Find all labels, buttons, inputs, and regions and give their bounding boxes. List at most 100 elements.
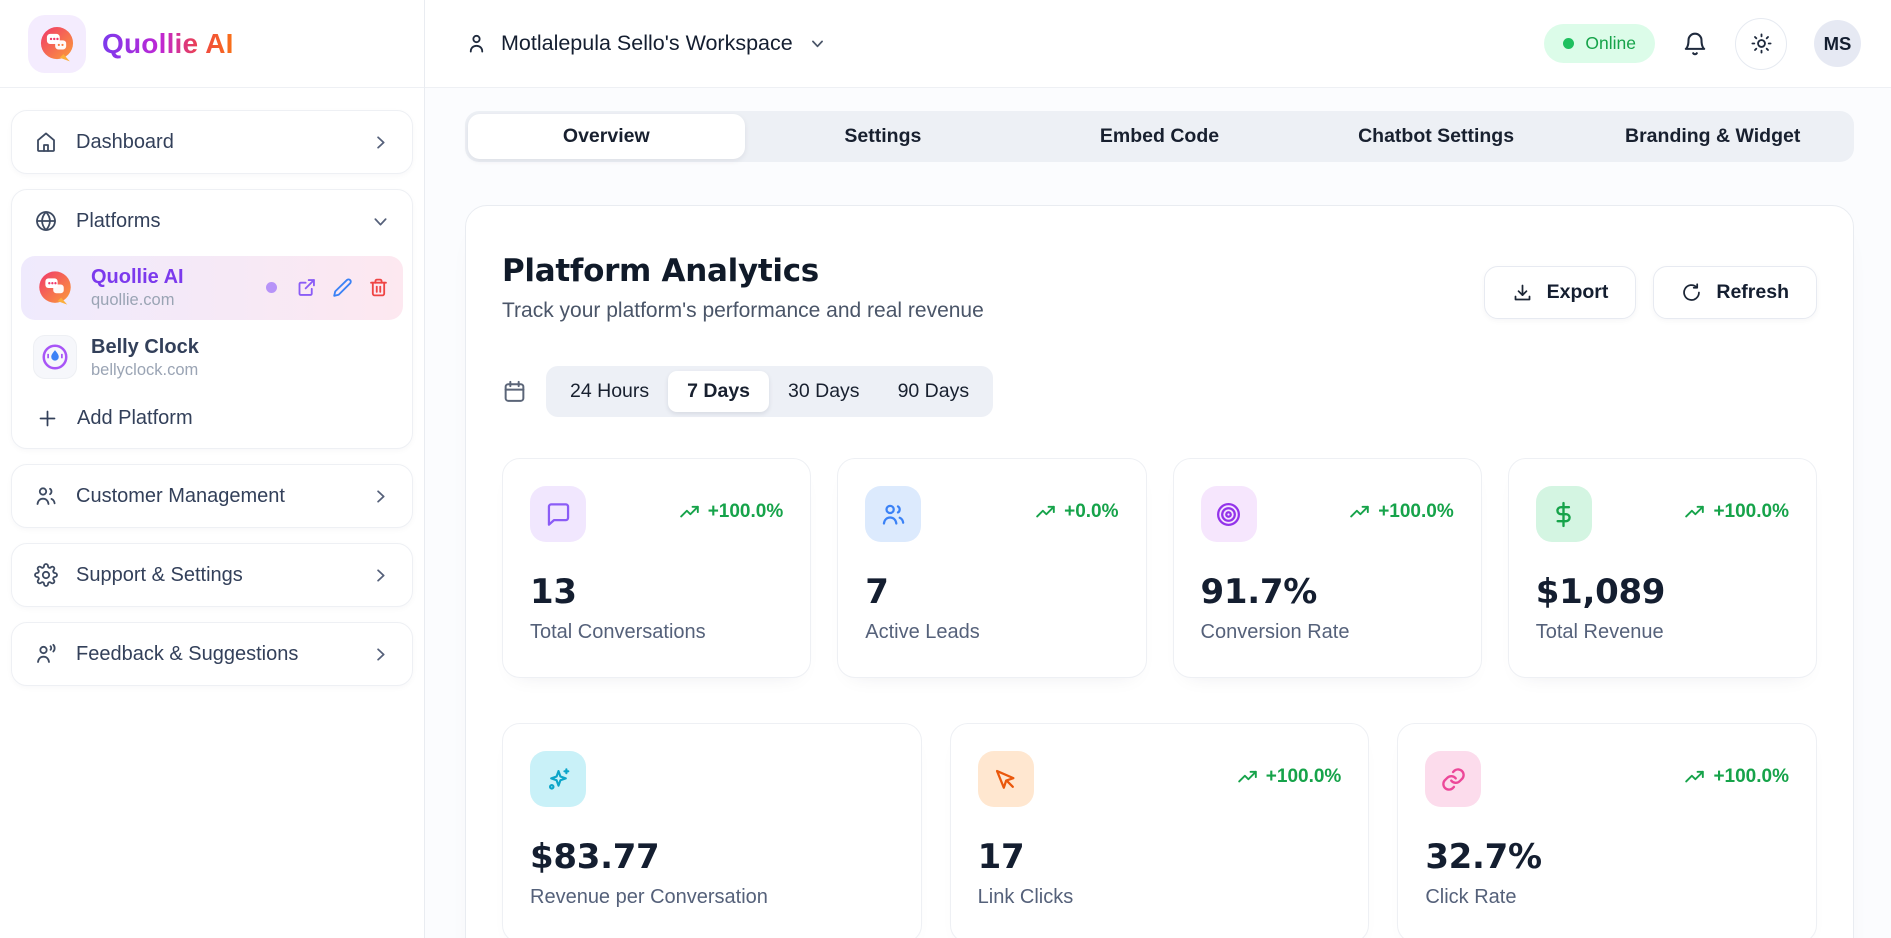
person-voice-icon xyxy=(37,644,56,664)
brand-name: Quollie AI xyxy=(102,27,234,59)
download-icon xyxy=(1514,284,1530,301)
main-column: Motlalepula Sello's Workspace Online MS xyxy=(425,0,1891,938)
stat-value: $1,089 xyxy=(1535,572,1666,612)
refresh-label: Refresh xyxy=(1716,281,1789,303)
active-dot xyxy=(266,282,277,294)
calendar-icon xyxy=(504,380,525,402)
home-icon xyxy=(37,132,55,152)
trend-badge: +100.0% xyxy=(1684,486,1789,523)
platform-logo-belly-clock xyxy=(33,335,77,380)
refresh-button[interactable]: Refresh xyxy=(1653,266,1817,319)
page-subtitle: Track your platform's performance and re… xyxy=(502,299,984,322)
tabbar: Overview Settings Embed Code Chatbot Set… xyxy=(465,111,1854,162)
avatar[interactable]: MS xyxy=(1814,20,1861,67)
platform-item-belly-clock[interactable]: Belly Clock bellyclock.com xyxy=(21,326,403,390)
trend-badge: +100.0% xyxy=(1237,751,1341,788)
content-area: Overview Settings Embed Code Chatbot Set… xyxy=(425,88,1891,938)
sidebar-nav: Dashboard Platforms xyxy=(0,88,424,687)
dollar-icon xyxy=(1535,486,1592,542)
workspace-name: Motlalepula Sello's Workspace xyxy=(501,31,793,55)
stat-card-total-conversations: +100.0% 13 Total Conversations xyxy=(502,458,812,678)
sidebar-item-label: Dashboard xyxy=(76,130,174,153)
trend-badge: +100.0% xyxy=(679,486,783,523)
add-platform-label: Add Platform xyxy=(77,407,193,430)
stat-card-active-leads: +0.0% 7 Active Leads xyxy=(837,458,1147,678)
workspace-selector[interactable]: Motlalepula Sello's Workspace xyxy=(465,31,826,56)
tab-branding-widget[interactable]: Branding & Widget xyxy=(1625,125,1801,147)
range-90-days[interactable]: 90 Days xyxy=(897,380,970,402)
sidebar-item-dashboard[interactable]: Dashboard xyxy=(11,110,413,174)
tab-chatbot-settings[interactable]: Chatbot Settings xyxy=(1358,125,1515,147)
sidebar-item-platforms[interactable]: Platforms xyxy=(12,190,412,252)
stat-card-revenue-per-conversation: $83.77 Revenue per Conversation xyxy=(502,723,922,938)
link-icon xyxy=(1425,751,1482,807)
plus-icon xyxy=(39,410,56,427)
range-24-hours[interactable]: 24 Hours xyxy=(570,380,650,402)
online-dot-icon xyxy=(1563,38,1575,49)
refresh-icon xyxy=(1683,283,1701,301)
trend-badge: +0.0% xyxy=(1035,486,1119,523)
status-label: Online xyxy=(1585,33,1636,53)
stat-card-link-clicks: +100.0% 17 Link Clicks xyxy=(949,723,1370,938)
add-platform-button[interactable]: Add Platform xyxy=(21,395,403,436)
platform-name: Belly Clock xyxy=(91,335,199,358)
sidebar-item-label: Feedback & Suggestions xyxy=(76,642,299,665)
sidebar-item-support-settings[interactable]: Support & Settings xyxy=(11,543,413,608)
person-icon xyxy=(469,34,484,53)
trend-up-icon xyxy=(1350,505,1369,517)
chevron-right-icon xyxy=(377,490,385,503)
target-icon xyxy=(1200,486,1257,542)
stat-value: 32.7% xyxy=(1425,837,1542,877)
chevron-down-icon xyxy=(374,217,387,226)
brand-logo-icon xyxy=(28,14,86,73)
topbar: Motlalepula Sello's Workspace Online MS xyxy=(425,0,1891,88)
stat-label: Total Revenue xyxy=(1535,621,1664,643)
stat-card-conversion-rate: +100.0% 91.7% Conversion Rate xyxy=(1172,458,1482,678)
trend-up-icon xyxy=(1238,770,1257,782)
sidebar-item-label: Support & Settings xyxy=(76,563,243,586)
chevron-right-icon xyxy=(377,135,385,149)
notifications-button[interactable] xyxy=(1682,31,1708,57)
stats-row-1: +100.0% 13 Total Conversations xyxy=(502,458,1817,678)
platform-list: Quollie AI quollie.com xyxy=(12,252,412,448)
stat-label: Link Clicks xyxy=(977,886,1074,908)
status-badge: Online xyxy=(1544,24,1655,63)
trend-badge: +100.0% xyxy=(1349,486,1454,523)
sidebar-item-customer-management[interactable]: Customer Management xyxy=(11,464,413,529)
leads-icon xyxy=(865,486,922,542)
tab-settings[interactable]: Settings xyxy=(844,125,922,147)
stat-label: Revenue per Conversation xyxy=(530,886,768,908)
stat-value: 13 xyxy=(530,572,577,612)
sidebar: Quollie AI Dashboard Platforms xyxy=(0,0,425,938)
analytics-panel: Platform Analytics Track your platform's… xyxy=(465,205,1854,938)
platform-item-quollie-ai[interactable]: Quollie AI quollie.com xyxy=(21,256,403,320)
trend-up-icon xyxy=(1685,770,1705,782)
sidebar-item-feedback-suggestions[interactable]: Feedback & Suggestions xyxy=(11,622,413,687)
sidebar-group-platforms: Platforms xyxy=(11,189,413,450)
time-range-group: 24 Hours 7 Days 30 Days 90 Days xyxy=(546,366,994,417)
export-button[interactable]: Export xyxy=(1483,266,1637,319)
sidebar-item-label: Customer Management xyxy=(76,484,285,507)
external-link-icon[interactable] xyxy=(296,277,317,298)
stat-label: Active Leads xyxy=(865,621,980,643)
stat-label: Click Rate xyxy=(1425,886,1517,908)
users-icon xyxy=(36,487,56,506)
delete-icon[interactable] xyxy=(368,277,389,298)
trend-badge: +100.0% xyxy=(1684,751,1789,788)
chevron-right-icon xyxy=(377,569,385,582)
theme-toggle-button[interactable] xyxy=(1735,17,1787,70)
platform-domain: quollie.com xyxy=(91,291,175,309)
edit-icon[interactable] xyxy=(332,277,353,298)
globe-icon xyxy=(36,211,56,231)
platform-logo-quollie xyxy=(33,266,77,310)
stats-row-2: $83.77 Revenue per Conversation +100.0% xyxy=(502,723,1817,938)
tab-embed-code[interactable]: Embed Code xyxy=(1099,125,1220,147)
tab-overview[interactable]: Overview xyxy=(468,114,745,159)
time-range-row: 24 Hours 7 Days 30 Days 90 Days xyxy=(502,366,1817,417)
range-30-days[interactable]: 30 Days xyxy=(788,380,860,402)
range-7-days[interactable]: 7 Days xyxy=(668,371,770,412)
cursor-icon xyxy=(977,751,1034,807)
sun-icon xyxy=(1750,33,1772,54)
stat-label: Total Conversations xyxy=(530,621,706,643)
